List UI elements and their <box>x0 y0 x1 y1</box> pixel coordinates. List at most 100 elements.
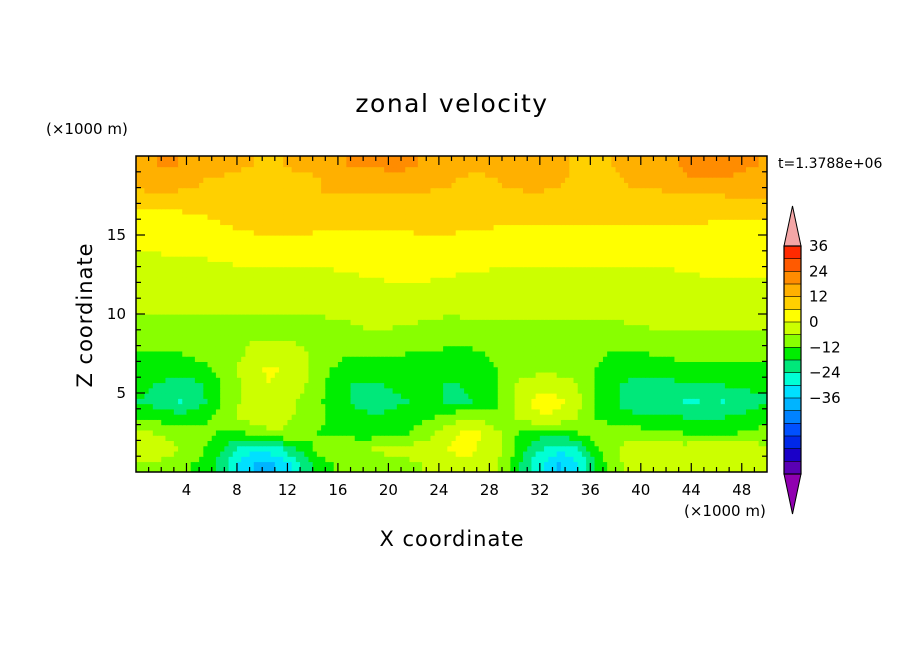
field-cell <box>392 387 398 394</box>
field-cell <box>186 356 192 362</box>
field-cell <box>716 308 722 315</box>
field-cell <box>232 408 238 415</box>
field-cell <box>451 398 457 405</box>
field-cell <box>594 445 600 452</box>
field-cell <box>678 456 684 463</box>
field-cell <box>640 424 646 431</box>
field-cell <box>670 350 676 357</box>
field-cell <box>762 408 767 415</box>
field-cell <box>750 403 755 410</box>
field-cell <box>640 298 646 305</box>
field-cell <box>602 435 608 441</box>
field-cell <box>144 393 150 399</box>
field-cell <box>169 456 175 463</box>
field-cell <box>350 361 356 368</box>
field-cell <box>649 329 655 336</box>
field-cell <box>611 324 617 331</box>
field-cell <box>716 324 722 331</box>
field-cell <box>173 319 179 326</box>
field-cell <box>611 440 617 447</box>
field-cell <box>379 429 385 436</box>
field-cell <box>636 319 642 326</box>
field-cell <box>754 340 760 347</box>
field-cell <box>342 419 347 426</box>
field-cell <box>468 303 474 310</box>
field-cell <box>228 314 234 320</box>
field-cell <box>569 366 575 373</box>
field-cell <box>741 345 747 352</box>
field-cell <box>544 419 549 426</box>
field-cell <box>245 314 251 320</box>
field-cell <box>539 456 545 463</box>
field-cell <box>367 424 373 431</box>
field-cell <box>375 319 381 326</box>
field-cell <box>602 361 608 368</box>
field-cell <box>413 350 419 357</box>
field-cell <box>220 382 225 389</box>
field-cell <box>417 356 423 362</box>
field-cell <box>426 356 432 362</box>
field-cell <box>552 308 558 315</box>
field-cell <box>316 450 322 457</box>
field-cell <box>506 303 511 310</box>
field-cell <box>173 329 179 336</box>
field-cell <box>527 324 533 331</box>
field-cell <box>447 298 453 305</box>
field-cell <box>173 424 179 431</box>
field-cell <box>581 377 587 384</box>
field-cell <box>392 308 398 315</box>
field-cell <box>493 408 499 415</box>
field-cell <box>194 292 200 299</box>
field-cell <box>586 461 591 468</box>
field-cell <box>480 329 486 336</box>
field-cell <box>565 356 570 362</box>
field-cell <box>316 340 322 347</box>
field-cell <box>375 424 381 431</box>
field-cell <box>203 329 209 336</box>
field-cell <box>211 314 217 320</box>
field-cell <box>485 319 490 326</box>
field-cell <box>413 377 419 384</box>
field-cell <box>661 324 667 331</box>
field-cell <box>510 298 516 305</box>
field-cell <box>300 456 305 463</box>
field-cell <box>291 366 297 373</box>
field-cell <box>329 371 335 378</box>
field-cell <box>687 398 692 405</box>
field-cell <box>544 466 549 472</box>
field-cell <box>640 393 646 399</box>
field-cell <box>480 298 486 305</box>
field-cell <box>476 440 482 447</box>
field-cell <box>586 393 591 399</box>
field-cell <box>674 445 680 452</box>
field-cell <box>405 419 411 426</box>
field-cell <box>333 371 339 378</box>
field-cell <box>518 398 524 405</box>
field-cell <box>758 424 764 431</box>
field-cell <box>422 398 427 405</box>
field-cell <box>636 377 642 384</box>
field-cell <box>611 461 617 468</box>
field-cell <box>321 345 326 352</box>
field-cell <box>417 461 423 468</box>
field-cell <box>703 440 709 447</box>
field-cell <box>215 466 221 472</box>
field-cell <box>750 308 755 315</box>
field-cell <box>493 456 499 463</box>
field-cell <box>199 329 204 336</box>
field-cell <box>287 450 293 457</box>
field-cell <box>695 335 701 341</box>
field-cell <box>371 429 377 436</box>
field-cell <box>157 393 162 399</box>
field-cell <box>750 340 755 347</box>
field-cell <box>232 461 238 468</box>
field-cell <box>729 345 734 352</box>
field-cell <box>211 335 217 341</box>
field-cell <box>291 361 297 368</box>
field-cell <box>388 393 394 399</box>
field-cell <box>514 308 520 315</box>
field-cell <box>257 398 263 405</box>
field-cell <box>581 350 587 357</box>
field-cell <box>186 440 192 447</box>
field-cell <box>762 340 767 347</box>
